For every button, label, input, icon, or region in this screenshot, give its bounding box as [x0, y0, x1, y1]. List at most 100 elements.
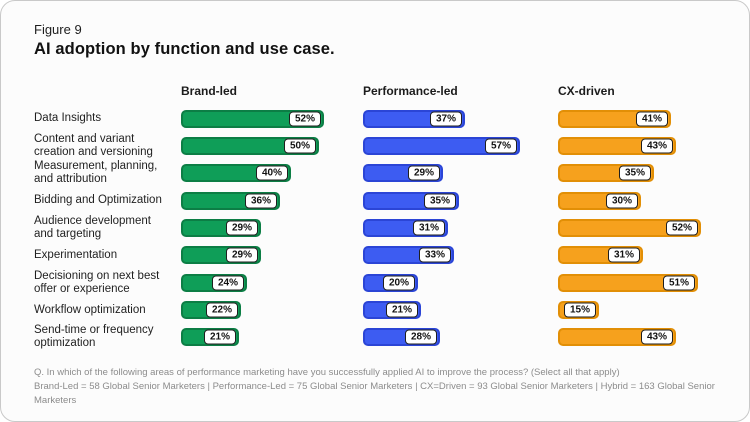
column-header-performance-led: Performance-led [363, 84, 458, 98]
chart-row: Content and variant creation and version… [34, 132, 749, 159]
category-label: Content and variant creation and version… [34, 133, 153, 159]
bar-cx-driven: 41% [558, 109, 671, 128]
bar-track: 29% [181, 219, 363, 238]
bar-brand-led: 29% [181, 219, 261, 238]
bar-track: 43% [558, 328, 731, 347]
bar-track: 41% [558, 109, 731, 128]
value-label: 29% [225, 220, 258, 236]
category-label: Decisioning on next best offer or experi… [34, 269, 160, 295]
value-label: 52% [665, 220, 698, 236]
category-label: Bidding and Optimization [34, 194, 162, 207]
value-label: 41% [635, 111, 668, 127]
chart-row: Bidding and Optimization 36% 35% 30% [34, 187, 749, 214]
bar-brand-led: 50% [181, 137, 319, 156]
chart-row: Audience development and targeting 29% 31%… [34, 214, 749, 241]
value-label: 24% [211, 275, 244, 291]
value-label: 20% [382, 275, 415, 291]
bar-track: 43% [558, 137, 731, 156]
bar-track: 22% [181, 301, 363, 320]
bar-track: 24% [181, 273, 363, 292]
category-label: Audience development and targeting [34, 215, 151, 241]
value-label: 29% [225, 247, 258, 263]
value-label: 28% [404, 329, 437, 345]
bar-cx-driven: 43% [558, 328, 676, 347]
chart-row: Send-time or frequency optimization 21% 28… [34, 324, 749, 351]
category-label: Send-time or frequency optimization [34, 324, 154, 350]
bar-track: 50% [181, 137, 363, 156]
value-label: 35% [423, 193, 456, 209]
bar-track: 35% [363, 191, 558, 210]
bar-track: 31% [558, 246, 731, 265]
bar-track: 36% [181, 191, 363, 210]
bar-cx-driven: 43% [558, 137, 676, 156]
bar-track: 29% [181, 246, 363, 265]
bar-track: 35% [558, 164, 731, 183]
chart-row: Workflow optimization 22% 21% 15% [34, 296, 749, 323]
bar-track: 52% [181, 109, 363, 128]
bar-performance-led: 33% [363, 246, 454, 265]
bar-brand-led: 24% [181, 273, 247, 292]
figure-title: AI adoption by function and use case. [34, 40, 335, 58]
chart-row: Measurement, planning, and attribution 40… [34, 160, 749, 187]
chart-row: Experimentation 29% 33% 31% [34, 242, 749, 269]
figure-header: Figure 9 AI adoption by function and use… [1, 1, 749, 59]
bar-track: 29% [363, 164, 558, 183]
bar-cx-driven: 52% [558, 219, 701, 238]
footnote-question: Q. In which of the following areas of pe… [34, 367, 620, 379]
category-label: Experimentation [34, 248, 118, 261]
figure-label: Figure 9 [34, 22, 82, 37]
bar-track: 57% [363, 137, 558, 156]
bar-track: 21% [363, 301, 558, 320]
bar-brand-led: 29% [181, 246, 261, 265]
column-header-brand-led: Brand-led [181, 84, 238, 98]
value-label: 22% [205, 302, 238, 318]
figure-footer: Q. In which of the following areas of pe… [34, 366, 749, 408]
bar-performance-led: 20% [363, 273, 418, 292]
value-label: 31% [412, 220, 445, 236]
chart-row: Decisioning on next best offer or experi… [34, 269, 749, 296]
value-label: 37% [429, 111, 462, 127]
value-label: 33% [418, 247, 451, 263]
bar-cx-driven: 35% [558, 164, 654, 183]
bar-cx-driven: 30% [558, 191, 641, 210]
bar-performance-led: 57% [363, 137, 520, 156]
bar-performance-led: 29% [363, 164, 443, 183]
value-label: 21% [385, 302, 418, 318]
column-headers: Brand-led Performance-led CX-driven [34, 84, 749, 98]
bar-brand-led: 21% [181, 328, 239, 347]
column-header-cx-driven: CX-driven [558, 84, 615, 98]
bar-performance-led: 28% [363, 328, 440, 347]
bar-track: 15% [558, 301, 731, 320]
value-label: 21% [203, 329, 236, 345]
bar-track: 20% [363, 273, 558, 292]
bar-track: 31% [363, 219, 558, 238]
bar-track: 21% [181, 328, 363, 347]
bar-brand-led: 40% [181, 164, 291, 183]
bar-track: 33% [363, 246, 558, 265]
value-label: 57% [484, 138, 517, 154]
value-label: 35% [618, 165, 651, 181]
bar-performance-led: 35% [363, 191, 459, 210]
bar-track: 40% [181, 164, 363, 183]
category-label: Workflow optimization [34, 303, 146, 316]
bar-cx-driven: 51% [558, 273, 698, 292]
bar-performance-led: 31% [363, 219, 448, 238]
category-label: Data Insights [34, 112, 102, 125]
value-label: 52% [288, 111, 321, 127]
bar-performance-led: 37% [363, 109, 465, 128]
bar-track: 51% [558, 273, 731, 292]
value-label: 30% [605, 193, 638, 209]
bar-cx-driven: 15% [558, 301, 599, 320]
value-label: 29% [407, 165, 440, 181]
bar-track: 52% [558, 219, 731, 238]
bar-track: 28% [363, 328, 558, 347]
bar-brand-led: 36% [181, 191, 280, 210]
value-label: 50% [283, 138, 316, 154]
value-label: 15% [563, 302, 596, 318]
bar-performance-led: 21% [363, 301, 421, 320]
bar-brand-led: 52% [181, 109, 324, 128]
value-label: 31% [607, 247, 640, 263]
bar-track: 30% [558, 191, 731, 210]
value-label: 43% [640, 138, 673, 154]
